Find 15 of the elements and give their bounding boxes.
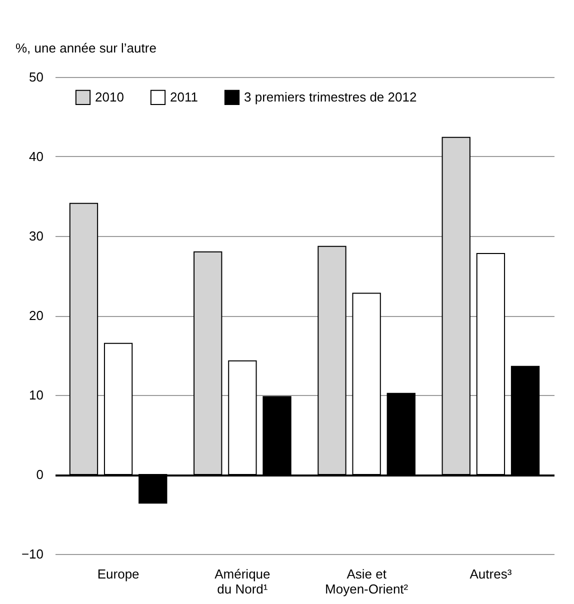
y-tick-label: −10: [21, 546, 44, 562]
y-tick-label: 30: [29, 228, 44, 244]
x-tick-label: Europe: [97, 566, 140, 582]
y-tick-label: 50: [29, 70, 44, 84]
y-tick-label: 40: [29, 149, 44, 164]
x-tick-label: Amérique du Nord¹: [214, 566, 270, 596]
x-tick-label: Asie et Moyen-Orient²: [325, 566, 409, 596]
legend-label: 2010: [95, 89, 124, 104]
y-tick-label: 0: [36, 467, 44, 482]
y-axis-title: %, une année sur l’autre: [16, 40, 156, 56]
y-tick-label: 10: [29, 388, 44, 402]
legend-label: 2011: [170, 89, 198, 104]
legend-label: 3 premiers trimestres de 2012: [244, 89, 417, 104]
y-tick-label: 20: [29, 308, 44, 323]
x-tick-label: Autres³: [470, 566, 512, 582]
